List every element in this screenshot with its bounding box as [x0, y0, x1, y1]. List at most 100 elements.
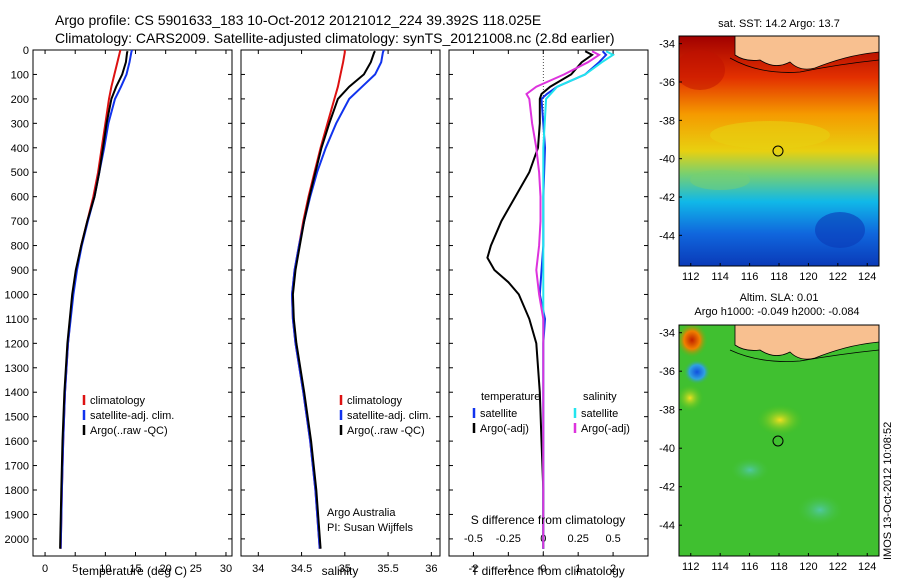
x-tick-label: 20 — [160, 563, 172, 575]
y-tick-label: 1100 — [5, 314, 29, 326]
map-x-tick-label: 114 — [711, 561, 729, 573]
y-tick-label: 1200 — [5, 338, 29, 350]
map-x-tick-label: 116 — [741, 561, 759, 573]
x-tick-label: 35.5 — [377, 563, 398, 575]
legend-label: Argo(..raw -QC) — [347, 425, 425, 437]
legend-title-temperature: temperature — [481, 391, 540, 403]
series-line-0 — [59, 49, 122, 549]
map-x-tick-label: 124 — [858, 271, 876, 283]
argo-location-marker — [772, 145, 784, 157]
map-y-tick-label: -38 — [659, 115, 675, 127]
y-tick-label: 1400 — [5, 387, 29, 399]
map-x-tick-label: 112 — [682, 271, 700, 283]
map-y-tick-label: -36 — [659, 77, 675, 89]
argo-location-marker-sla — [772, 435, 784, 447]
plot-frame — [240, 49, 441, 557]
legend-label: satellite-adj. clim. — [90, 410, 174, 422]
y-tick-label: 200 — [11, 94, 29, 106]
profile-plots: 0100200300400500600700800900100011001200… — [5, 45, 649, 578]
series-line-2 — [542, 50, 616, 549]
y-tick-label: 700 — [11, 216, 29, 228]
y-tick-label: 400 — [11, 143, 29, 155]
map-y-tick-label: -42 — [659, 482, 675, 494]
map-x-tick-label: 120 — [799, 561, 817, 573]
sla-map — [678, 324, 880, 557]
legend-label: satellite — [581, 408, 618, 420]
y-tick-label: 1500 — [5, 412, 29, 424]
x-tick-label: 5 — [72, 563, 78, 575]
legend-label: Argo(..raw -QC) — [90, 425, 168, 437]
legend-label: climatology — [347, 395, 403, 407]
credit-line2: PI: Susan Wijffels — [327, 522, 413, 534]
map-x-tick-label: 118 — [770, 561, 788, 573]
x-tick-label: 34.5 — [291, 563, 312, 575]
x-tick-label: 0 — [540, 563, 546, 575]
x-tick-label: 2 — [610, 563, 616, 575]
diff-xlabel-top: S difference from climatology — [471, 513, 626, 527]
y-tick-label: 2000 — [5, 534, 29, 546]
temperature-xlabel: temperature (deg C) — [79, 564, 187, 578]
map-x-tick-label: 124 — [858, 561, 876, 573]
map-x-tick-label: 114 — [711, 271, 729, 283]
temperature-legend: climatology satellite-adj. clim. Argo(..ra… — [82, 395, 174, 437]
difference-panel: -2 -1 0 1 2-0.5 -0.25 0 0.25 0.5 — [448, 49, 649, 575]
map-x-tick-label: 112 — [682, 561, 700, 573]
series-line-0 — [290, 50, 346, 549]
sst-map — [678, 35, 880, 267]
y-tick-label: 100 — [11, 69, 29, 81]
y-tick-label: 1300 — [5, 363, 29, 375]
diff-xlabel-bottom: T difference from climatology — [471, 564, 625, 578]
map-x-tick-label: 122 — [829, 271, 847, 283]
y-tick-label: 1700 — [5, 461, 29, 473]
plot-frame — [448, 49, 649, 557]
header-title-line1: Argo profile: CS 5901633_183 10-Oct-2012… — [55, 12, 542, 28]
map-y-tick-label: -40 — [659, 443, 675, 455]
map-x-tick-label: 122 — [829, 561, 847, 573]
header-title-line2: Climatology: CARS2009. Satellite-adjuste… — [55, 30, 615, 46]
y-tick-label: 600 — [11, 192, 29, 204]
y-tick-label: 1600 — [5, 436, 29, 448]
y-tick-label: 1800 — [5, 485, 29, 497]
x-tick-label: 25 — [190, 563, 202, 575]
x-tick-label: 35 — [339, 563, 351, 575]
series-line-2 — [291, 50, 376, 549]
salinity-legend: climatology satellite-adj. clim. Argo(..ra… — [339, 395, 431, 437]
map-x-tick-label: 116 — [741, 271, 759, 283]
map-axis-ticks: 112 114 116 118 120 122 124 -34 -36 -38 -40 -42 -44 1… — [659, 39, 876, 573]
map-y-tick-label: -44 — [659, 230, 675, 242]
x2-tick-label: -0.25 — [496, 533, 521, 545]
legend-label: climatology — [90, 395, 146, 407]
y-tick-label: 500 — [11, 167, 29, 179]
map-y-tick-label: -38 — [659, 405, 675, 417]
x2-tick-label: 0.5 — [605, 533, 620, 545]
sst-map-title: sat. SST: 14.2 Argo: 13.7 — [718, 18, 840, 30]
y-tick-label: 0 — [23, 45, 29, 57]
map-y-tick-label: -34 — [659, 39, 675, 51]
x2-tick-label: -0.5 — [464, 533, 483, 545]
x-tick-label: 1 — [575, 563, 581, 575]
legend-label: Argo(-adj) — [581, 423, 630, 435]
y-tick-label: 900 — [11, 265, 29, 277]
salinity-panel: 34 34.5 35 35.5 36 — [240, 49, 441, 575]
series-line-1 — [486, 50, 595, 549]
map-y-tick-label: -40 — [659, 154, 675, 166]
y-tick-label: 300 — [11, 118, 29, 130]
series-line-1 — [290, 49, 385, 549]
x-tick-label: 10 — [99, 563, 111, 575]
y-tick-label: 1900 — [5, 509, 29, 521]
map-y-tick-label: -42 — [659, 192, 675, 204]
x-tick-label: 15 — [129, 563, 141, 575]
map-y-tick-label: -44 — [659, 520, 675, 532]
x-tick-label: 0 — [42, 563, 48, 575]
credit-line1: Argo Australia — [327, 507, 396, 519]
map-x-tick-label: 120 — [799, 271, 817, 283]
sla-map-title-line2: Argo h1000: -0.049 h2000: -0.084 — [694, 306, 859, 318]
legend-label: satellite — [480, 408, 517, 420]
series-line-2 — [59, 50, 129, 549]
x-tick-label: 36 — [425, 563, 437, 575]
temperature-panel: 0100200300400500600700800900100011001200… — [5, 45, 233, 575]
map-y-tick-label: -36 — [659, 366, 675, 378]
plot-frame — [32, 49, 233, 557]
x-tick-label: 30 — [220, 563, 232, 575]
x-tick-label: -1 — [503, 563, 513, 575]
